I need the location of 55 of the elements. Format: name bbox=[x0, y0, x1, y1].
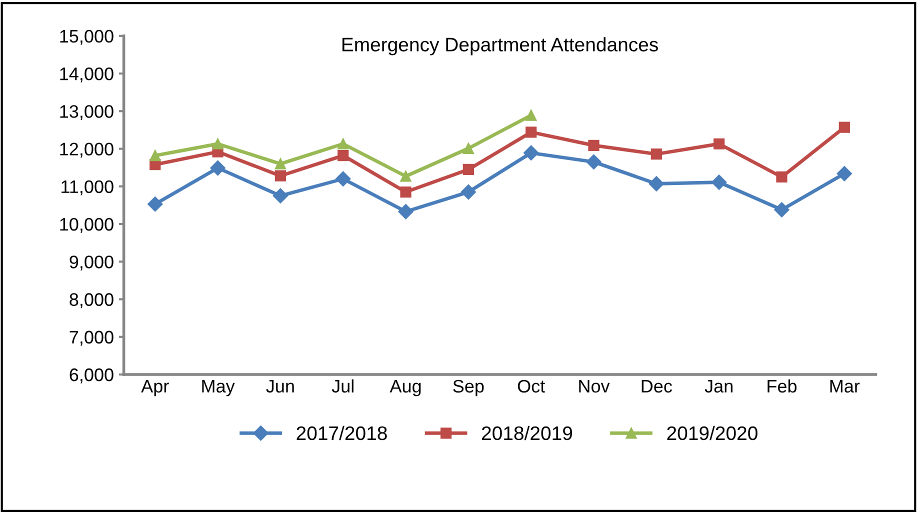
y-tick-label: 14,000 bbox=[60, 67, 114, 82]
y-tick-label: 12,000 bbox=[60, 142, 114, 158]
x-tick-label: Apr bbox=[141, 380, 169, 396]
point bbox=[336, 171, 351, 186]
point bbox=[776, 171, 788, 183]
y-tick-label: 7,000 bbox=[70, 330, 114, 346]
point bbox=[462, 142, 474, 154]
x-tick-label: Sep bbox=[453, 380, 484, 396]
x-tick-label: May bbox=[202, 380, 235, 396]
x-tick-label: Jan bbox=[704, 380, 732, 393]
point bbox=[648, 176, 664, 192]
point bbox=[650, 148, 662, 160]
point bbox=[338, 150, 349, 162]
legend-label: 2018/2019 bbox=[482, 426, 572, 440]
point bbox=[210, 160, 226, 176]
point bbox=[400, 170, 412, 182]
point bbox=[526, 110, 537, 121]
point bbox=[400, 186, 412, 198]
x-tick-label: Aug bbox=[390, 380, 421, 396]
y-tick-label: 15,000 bbox=[60, 30, 114, 45]
x-tick-label: Oct bbox=[518, 380, 546, 393]
point bbox=[274, 170, 286, 182]
point bbox=[150, 150, 161, 162]
y-tick-label: 8,000 bbox=[70, 293, 114, 308]
point bbox=[774, 202, 790, 218]
point bbox=[838, 122, 850, 133]
y-tick-label: 13,000 bbox=[60, 105, 114, 120]
legend-label: 2017/2018 bbox=[296, 426, 387, 440]
point bbox=[148, 196, 163, 212]
x-tick-label: Jun bbox=[266, 380, 294, 393]
point bbox=[398, 204, 414, 220]
point bbox=[212, 138, 224, 150]
x-tick-label: Jul bbox=[332, 379, 354, 393]
y-tick-label: 6,000 bbox=[70, 368, 114, 384]
point bbox=[274, 158, 286, 170]
legend-label: 2019/2020 bbox=[667, 426, 758, 440]
point bbox=[712, 174, 727, 190]
x-tick-label: Feb bbox=[768, 379, 797, 393]
y-tick-label: 10,000 bbox=[60, 218, 114, 233]
point bbox=[460, 184, 476, 200]
point bbox=[524, 145, 539, 160]
y-tick-label: 11,000 bbox=[62, 180, 114, 196]
point bbox=[714, 138, 725, 150]
point bbox=[586, 154, 602, 170]
point bbox=[836, 166, 852, 182]
point bbox=[462, 164, 474, 176]
point bbox=[272, 188, 288, 204]
point bbox=[588, 140, 600, 151]
x-tick-label: Nov bbox=[579, 380, 610, 393]
chart-title: Emergency Department Attendances bbox=[342, 37, 658, 56]
point bbox=[526, 126, 537, 138]
point bbox=[338, 138, 349, 150]
x-tick-label: Mar bbox=[830, 380, 860, 393]
x-tick-label: Dec bbox=[642, 380, 672, 393]
y-tick-label: 9,000 bbox=[70, 256, 114, 270]
